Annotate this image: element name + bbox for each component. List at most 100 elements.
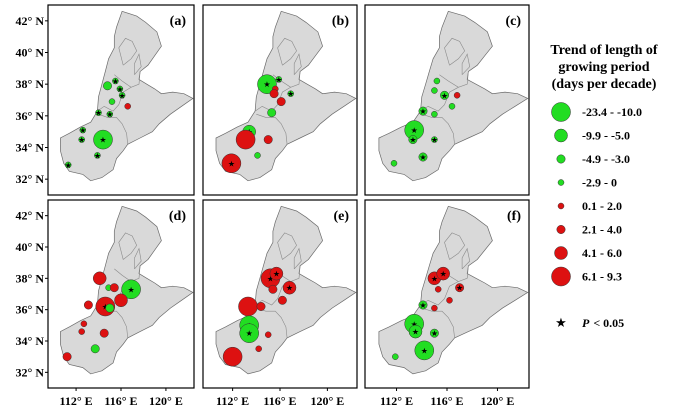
significance-star: ★: [94, 151, 101, 160]
legend-class-label: -9.9 - -5.0: [582, 129, 630, 143]
lat-tick-label: 40° N: [16, 240, 45, 254]
significance-star: ★: [431, 136, 438, 145]
station-marker: [418, 300, 428, 310]
station-marker: [94, 152, 101, 159]
station-marker: [99, 328, 109, 338]
province-boundary: [134, 247, 142, 270]
station-marker: [277, 295, 287, 305]
station-marker: [267, 108, 277, 118]
legend-title: growing period: [558, 60, 649, 75]
legend-class-label: -2.9 - 0: [582, 176, 617, 190]
map-panels: (a)★★★★★★★★★★(b)★★★★★(c)★★★★★★(d)★★(e)★★…: [47, 4, 530, 389]
significance-star: ★: [263, 80, 270, 89]
station-marker: [109, 283, 119, 293]
lat-tick-label: 34° N: [16, 334, 45, 348]
station-marker: [434, 286, 442, 293]
station-marker: [255, 345, 262, 353]
significance-star: ★: [267, 274, 274, 283]
significance-star: ★: [456, 284, 463, 293]
station-marker: [238, 296, 258, 317]
station-marker: [112, 77, 119, 85]
station-marker: [269, 89, 279, 99]
station-marker: [282, 280, 297, 295]
station-marker: [433, 77, 441, 85]
station-marker: [408, 135, 418, 145]
significance-star: ★: [419, 301, 426, 310]
station-marker: [121, 279, 141, 300]
significance-star: ★: [119, 91, 126, 100]
significance-star: ★: [286, 284, 293, 293]
station-marker: [408, 324, 423, 339]
province-boundary: [98, 113, 128, 145]
station-marker: [106, 110, 114, 118]
map-panel: (f)★★★★★★ ★★: [364, 199, 530, 389]
lat-tick-label: 38° N: [16, 77, 45, 91]
station-marker: [268, 284, 278, 294]
station-marker: [235, 129, 256, 150]
map-panel: (d) ★ ★: [47, 199, 195, 389]
legend-symbol: [551, 102, 571, 122]
map-panel: (e)★★★★★: [202, 199, 358, 389]
province-boundary: [118, 232, 138, 260]
legend-symbol: [556, 225, 566, 234]
significance-star: ★: [106, 110, 113, 119]
station-marker: [453, 92, 461, 99]
significance-star: ★: [419, 153, 426, 162]
panel-label: (a): [170, 14, 187, 29]
province-boundary: [444, 37, 466, 66]
significance-star: ★: [431, 274, 438, 283]
station-marker: [62, 352, 72, 362]
province-boundary: [134, 53, 142, 75]
station-marker: [78, 328, 85, 335]
station-marker: [431, 110, 438, 118]
station-marker: [287, 90, 294, 97]
province-boundary: [277, 37, 297, 66]
lon-tick-label: 116° E: [430, 394, 463, 408]
province-boundary: [97, 87, 132, 112]
legend: Trend of length of growing period (days pe…: [550, 43, 658, 330]
station-marker: [269, 266, 284, 281]
significance-star: ★: [112, 77, 119, 86]
lat-tick-label: 36° N: [16, 303, 45, 317]
significance-star: ★: [275, 75, 282, 84]
station-marker: [93, 129, 113, 150]
significance-star: ★: [95, 109, 102, 118]
significance-star: ★: [102, 303, 109, 312]
province-boundary: [420, 87, 459, 112]
panel-label: (b): [332, 14, 349, 29]
lat-tick-label: 40° N: [16, 46, 45, 60]
station-marker: [254, 152, 261, 159]
legend-title: (days per decade): [552, 77, 657, 92]
lon-tick-label: 116° E: [263, 394, 296, 408]
axes: 42° N 40° N 38° N 36° N 34° N 32° N 42° N 40° N…: [16, 14, 515, 408]
significance-star: ★: [440, 270, 447, 279]
station-marker: [440, 90, 449, 100]
station-marker: [431, 87, 438, 94]
province-boundary: [293, 53, 302, 75]
significance-star: ★: [411, 320, 418, 329]
station-marker: [264, 331, 272, 338]
province-boundary: [256, 307, 288, 338]
significance-star: ★: [116, 85, 123, 94]
significance-star: ★: [246, 329, 253, 338]
station-marker: [392, 353, 399, 360]
legend-class-label: 0.1 - 2.0: [582, 199, 622, 213]
legend-class-label: 6.1 - 9.3: [582, 270, 622, 284]
map-panel: (c)★★★★ ★★: [364, 4, 530, 196]
station-marker: [276, 97, 286, 107]
province-boundary: [277, 232, 297, 260]
station-marker: [448, 103, 456, 110]
lon-tick-label: 112° E: [60, 394, 93, 408]
station-marker: [95, 109, 102, 116]
station-marker: [90, 344, 100, 354]
lat-tick-label: 42° N: [16, 209, 45, 223]
legend-class-label: -4.9 - -3.0: [582, 152, 630, 166]
lat-tick-label: 42° N: [16, 14, 45, 28]
station-marker: [92, 271, 107, 286]
station-marker: [80, 320, 88, 328]
station-marker: [79, 126, 87, 134]
significance-star: ★: [431, 329, 438, 338]
significance-star: ★: [441, 91, 448, 100]
legend-symbol: [557, 202, 565, 210]
station-marker: [83, 300, 93, 310]
